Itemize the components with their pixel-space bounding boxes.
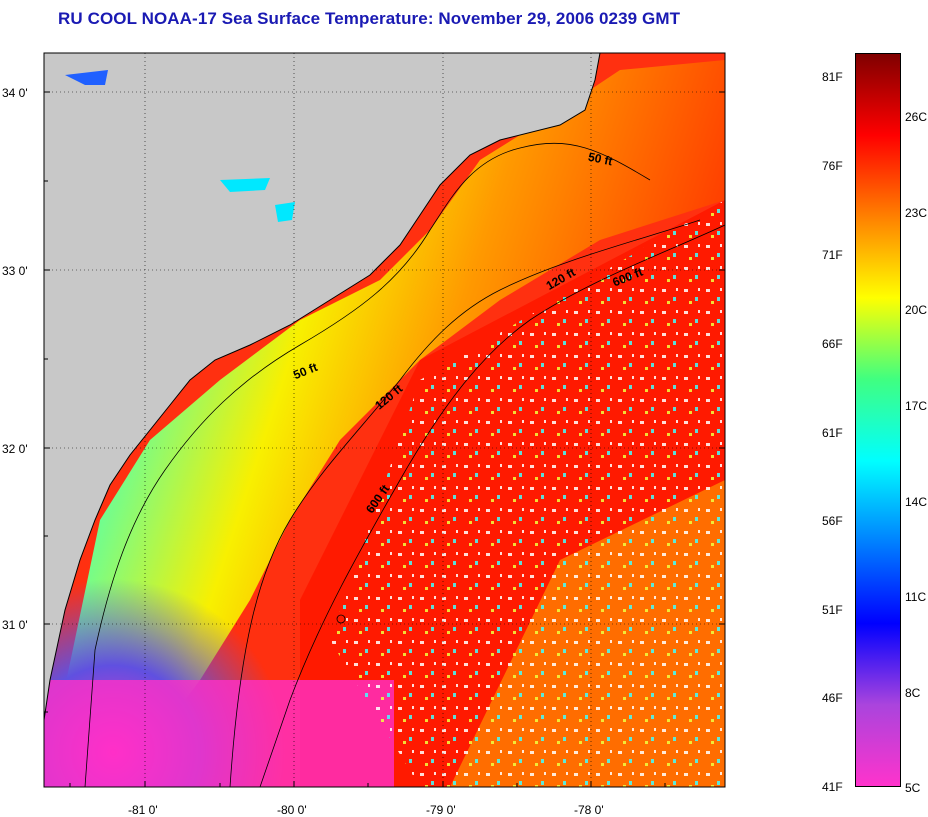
- cloud-speckle: [330, 200, 725, 787]
- colorbar-f-label: 66F: [822, 337, 843, 351]
- lon-label: -81 0': [128, 803, 158, 817]
- colorbar-f-label: 56F: [822, 514, 843, 528]
- colorbar-c-label: 11C: [905, 590, 927, 604]
- lat-label: 31 0': [2, 618, 28, 632]
- isobath-50ft: [84, 142, 651, 787]
- lat-label: 33 0': [2, 264, 28, 278]
- colorbar-c-label: 17C: [905, 399, 928, 413]
- colorbar-f-label: 61F: [822, 426, 843, 440]
- map-frame: [43, 52, 726, 788]
- colorbar-f-label: 71F: [822, 248, 843, 262]
- inland-lake: [220, 178, 270, 192]
- land: [44, 53, 600, 720]
- axis-ticks: [44, 91, 725, 787]
- temperature-colorbar: [855, 53, 901, 787]
- colorbar-c-label: 5C: [905, 781, 921, 795]
- isobath-120ft: [229, 219, 701, 787]
- colorbar-f-label: 41F: [822, 780, 843, 794]
- coastline: [44, 53, 601, 721]
- colorbar-f-label: 46F: [822, 691, 843, 705]
- colorbar-c-label: 14C: [905, 495, 928, 509]
- colorbar-c-label: 26C: [905, 110, 928, 124]
- colorbar-f-label: 76F: [822, 159, 843, 173]
- inland-lake: [275, 202, 295, 222]
- inland-lake: [65, 70, 108, 85]
- lon-label: -79 0': [426, 803, 456, 817]
- colorbar-c-label: 20C: [905, 303, 928, 317]
- colorbar-f-label: 51F: [822, 603, 843, 617]
- colorbar-c-label: 23C: [905, 206, 928, 220]
- graticule: [44, 53, 725, 787]
- lat-label: 32 0': [2, 442, 28, 456]
- lat-label: 34 0': [2, 86, 28, 100]
- buoy-marker: [336, 614, 346, 624]
- lon-label: -78 0': [574, 803, 604, 817]
- colorbar-c-label: 8C: [905, 686, 921, 700]
- lon-label: -80 0': [277, 803, 307, 817]
- cold-water-south: [44, 680, 394, 787]
- map-title: RU COOL NOAA-17 Sea Surface Temperature:…: [58, 9, 681, 28]
- isobath-600ft: [259, 224, 725, 787]
- colorbar-f-label: 81F: [822, 70, 843, 84]
